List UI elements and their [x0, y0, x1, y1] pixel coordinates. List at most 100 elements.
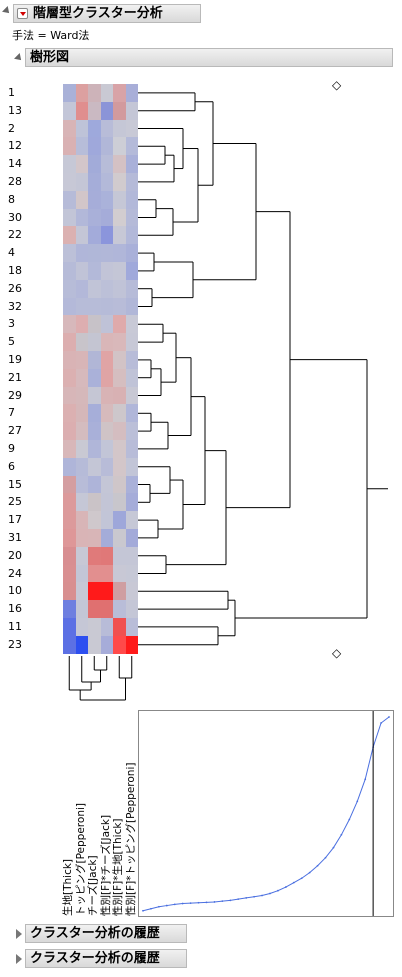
- heatmap-cell: [100, 546, 113, 566]
- scree-point: [300, 877, 303, 880]
- method-label: 手法 = Ward法: [12, 29, 90, 42]
- row-label: 3: [8, 317, 15, 331]
- heatmap-cell: [125, 208, 138, 227]
- heatmap-cell: [63, 457, 76, 477]
- row-label: 28: [8, 174, 22, 188]
- history-section-title-1: クラスター分析の履歴: [30, 926, 160, 941]
- heatmap-cell: [125, 262, 138, 281]
- heatmap-cell: [125, 440, 138, 459]
- heatmap-cell: [125, 173, 138, 192]
- heatmap-cell: [88, 279, 101, 299]
- scree-point: [308, 871, 311, 874]
- row-label: 5: [8, 335, 15, 349]
- heatmap-cell: [100, 404, 113, 423]
- row-label: 26: [8, 281, 22, 295]
- heatmap-cell: [88, 368, 101, 388]
- heatmap-cell: [113, 137, 126, 156]
- row-label: 22: [8, 228, 22, 242]
- heatmap-cell: [63, 386, 76, 405]
- heatmap-cell: [63, 155, 76, 174]
- heatmap-cell: [75, 564, 88, 583]
- heatmap-cell: [75, 368, 88, 388]
- heatmap-cell: [63, 493, 76, 512]
- report-title: 階層型クラスター分析: [33, 6, 163, 21]
- heatmap-cell: [125, 475, 138, 494]
- heatmap-cell: [75, 262, 88, 281]
- heatmap-cell: [100, 582, 113, 601]
- heatmap-cell: [113, 279, 126, 299]
- heatmap-cell: [75, 440, 88, 459]
- heatmap-cell: [75, 297, 88, 316]
- heatmap-cell: [75, 244, 88, 263]
- heatmap-cell: [63, 279, 76, 299]
- heatmap-cell: [63, 101, 76, 121]
- row-label: 9: [8, 441, 15, 455]
- heatmap-cell: [100, 511, 113, 530]
- heatmap-cell: [75, 315, 88, 334]
- scree-point: [348, 818, 351, 821]
- heatmap-cell: [63, 582, 76, 601]
- heatmap-cell: [63, 564, 76, 583]
- heatmap-cell: [75, 351, 88, 370]
- heatmap-cell: [63, 511, 76, 530]
- heatmap-cell: [100, 315, 113, 334]
- red-triangle-menu-icon[interactable]: [17, 8, 28, 19]
- heatmap-cell: [125, 564, 138, 583]
- scree-point: [150, 907, 152, 910]
- row-label: 20: [8, 548, 22, 562]
- row-label: 31: [8, 530, 22, 544]
- heatmap-cell: [88, 190, 101, 210]
- heatmap-cell: [88, 226, 101, 245]
- history-section-header-1[interactable]: クラスター分析の履歴: [25, 924, 187, 943]
- heatmap-cell: [75, 457, 88, 477]
- heatmap-cell: [63, 333, 76, 352]
- heatmap-cell: [125, 226, 138, 245]
- scree-point: [221, 900, 224, 903]
- heatmap-cell: [113, 119, 126, 138]
- scree-plot-area: [142, 711, 390, 916]
- heatmap-cell: [63, 422, 76, 441]
- heatmap-cell: [75, 422, 88, 441]
- heatmap-cell: [100, 475, 113, 494]
- scree-plot: [138, 710, 394, 917]
- heatmap-cell: [113, 493, 126, 512]
- heatmap-cell: [63, 244, 76, 263]
- heatmap-cell: [75, 226, 88, 245]
- scree-point: [388, 716, 390, 718]
- heatmap-cell: [75, 529, 88, 548]
- heatmap-cell: [100, 333, 113, 352]
- heatmap-cell: [113, 511, 126, 530]
- scree-point: [380, 722, 382, 724]
- bottom-diamond-handle-icon[interactable]: ◇: [332, 646, 342, 660]
- heatmap-cell: [75, 101, 88, 121]
- heatmap-cell: [100, 440, 113, 459]
- disclosure-closed-icon[interactable]: [16, 929, 22, 939]
- row-label: 18: [8, 263, 22, 277]
- heatmap-cell: [113, 440, 126, 459]
- heatmap-cell: [113, 155, 126, 174]
- history-section-header-2[interactable]: クラスター分析の履歴: [25, 949, 187, 968]
- heatmap-cell: [113, 386, 126, 405]
- heatmap-cell: [125, 404, 138, 423]
- heatmap-cell: [100, 618, 113, 637]
- heatmap-cell: [63, 297, 76, 316]
- top-diamond-handle-icon[interactable]: ◇: [332, 78, 342, 92]
- scree-point: [292, 881, 295, 884]
- scree-point: [173, 903, 176, 906]
- heatmap-cell: [125, 546, 138, 566]
- heatmap-cell: [63, 137, 76, 156]
- disclosure-closed-icon[interactable]: [16, 954, 22, 964]
- row-label: 21: [8, 370, 22, 384]
- heatmap-cell: [113, 422, 126, 441]
- heatmap-cell: [88, 546, 101, 566]
- column-label: 性別[F]*チーズ[Jack]: [99, 814, 112, 916]
- heatmap-cell: [113, 635, 126, 655]
- heatmap-cell: [63, 351, 76, 370]
- heatmap-cell: [88, 582, 101, 601]
- heatmap-cell: [125, 333, 138, 352]
- outline-toggle-icon[interactable]: [14, 53, 24, 63]
- heatmap-cell: [100, 279, 113, 299]
- outline-toggle-icon[interactable]: [2, 6, 12, 16]
- heatmap-cell: [75, 137, 88, 156]
- row-label: 25: [8, 495, 22, 509]
